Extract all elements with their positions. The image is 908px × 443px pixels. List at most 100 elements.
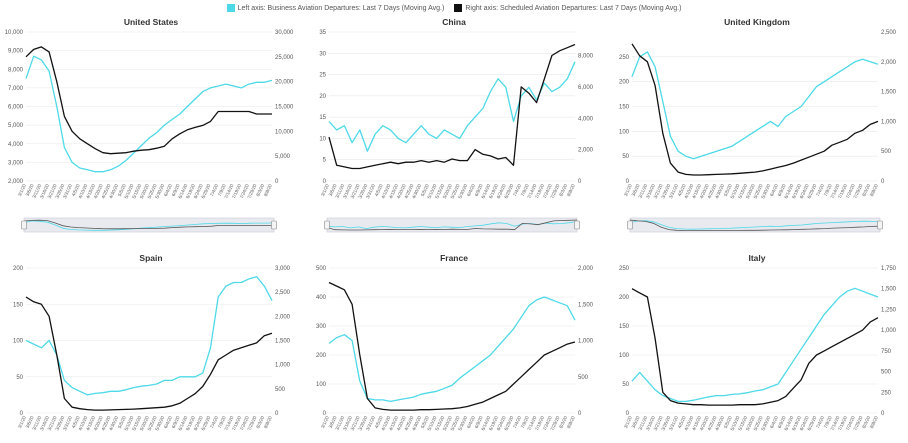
series-line-business[interactable] [328,61,576,152]
x-tick-label: 4/20/20 [396,415,407,431]
series-line-business[interactable] [631,51,879,160]
x-tick-label: 6/4/20 [163,183,173,197]
navigator-handle-left[interactable] [627,220,633,230]
series-line-scheduled[interactable] [631,43,879,176]
navigator-series-scheduled [326,219,578,231]
x-tick-label: 3/6/20 [328,415,338,429]
x-tick-label: 6/14/20 [177,183,188,199]
series-line-scheduled[interactable] [328,43,576,170]
navigator-handle-right[interactable] [574,220,580,230]
navigator-handle-right[interactable] [271,220,277,230]
series-line-business[interactable] [25,276,273,396]
chart-svg-spain[interactable]: Spain 0 50 100 150 200 0 500 1,000 1,500 2,000 2,50… [0,250,302,443]
x-tick-label: 3/1/20 [17,415,27,429]
x-tick-label: 4/5/20 [677,183,687,197]
legend-item-scheduled[interactable]: Right axis: Scheduled Aviation Departure… [454,4,681,12]
x-tick-label: 5/10/20 [124,183,135,199]
x-tick-label: 4/10/20 [683,415,694,431]
x-tick-label: 5/20/20 [745,183,756,199]
range-navigator[interactable] [21,217,277,233]
x-tick-label: 6/24/20 [193,415,204,431]
y-left-tick-label: 250 [619,266,630,272]
x-tick-label: 3/16/20 [39,415,50,431]
x-tick-label: 5/10/20 [427,183,438,199]
y-left-tick-label: 100 [13,339,24,345]
x-tick-label: 8/8/20 [869,415,879,429]
x-tick-label: 5/25/20 [450,415,461,431]
navigator-handle-left[interactable] [21,220,27,230]
x-tick-label: 3/11/20 [334,415,345,431]
x-tick-label: 6/14/20 [177,415,188,431]
x-tick-label: 5/15/20 [434,415,445,431]
y-left-tick-label: 50 [16,375,23,381]
x-tick-label: 5/30/20 [154,183,165,199]
x-tick-label: 3/21/20 [47,415,58,431]
y-left-tick-label: 100 [619,129,630,135]
x-tick-label: 6/24/20 [496,415,507,431]
x-tick-label: 6/9/20 [777,415,787,429]
chart-svg-china[interactable]: China 0 5 10 15 20 25 30 35 0 2,000 4,000 6,000 8,000… [303,14,605,239]
x-tick-label: 4/20/20 [699,183,710,199]
series-line-scheduled[interactable] [631,288,879,406]
x-tick-label: 3/31/20 [365,183,376,199]
x-tick-label: 5/5/20 [117,415,127,429]
series-line-scheduled[interactable] [25,296,273,411]
navigator-handle-right[interactable] [877,220,883,230]
x-tick-label: 5/25/20 [450,183,461,199]
x-tick-label: 4/10/20 [77,183,88,199]
navigator-handle-left[interactable] [324,220,330,230]
x-tick-label: 4/5/20 [374,183,384,197]
y-left-tick-label: 0 [626,179,630,185]
x-tick-label: 4/5/20 [71,183,81,197]
series-line-business[interactable] [25,55,273,173]
x-tick-label: 6/24/20 [799,183,810,199]
y-right-tick-label: 1,500 [881,90,897,96]
y-right-tick-label: 1,000 [578,339,594,345]
range-navigator[interactable] [627,217,883,233]
x-tick-label: 4/10/20 [77,415,88,431]
y-right-tick-label: 1,000 [881,328,897,334]
series-line-business[interactable] [328,296,576,403]
y-right-tick-label: 1,000 [881,119,897,125]
y-left-tick-label: 100 [619,353,630,359]
y-left-tick-label: 2,000 [8,179,24,185]
x-tick-label: 7/14/20 [829,415,840,431]
y-right-tick-label: 6,000 [578,85,594,91]
series-line-scheduled[interactable] [25,46,272,155]
x-tick-label: 6/9/20 [474,183,484,197]
chart-svg-italy[interactable]: Italy 0 50 100 150 200 250 0 250 500 750 1,000 1,250… [606,250,908,443]
x-tick-label: 4/15/20 [691,183,702,199]
chart-svg-united-kingdom[interactable]: United Kingdom 0 50 100 150 200 250 0 500 1,000 1,… [606,14,908,239]
legend-label-business: Left axis: Business Aviation Departures:… [237,4,445,12]
chart-svg-france[interactable]: France 0 100 200 300 400 500 0 500 1,000 1,500 2,00… [303,250,605,443]
x-tick-label: 6/24/20 [799,415,810,431]
y-left-tick-label: 100 [316,382,327,388]
y-left-tick-label: 150 [619,324,630,330]
x-tick-label: 3/16/20 [645,183,656,199]
y-left-tick-label: 200 [619,80,630,86]
series-line-business[interactable] [631,287,879,403]
x-tick-label: 3/6/20 [328,183,338,197]
x-tick-label: 5/10/20 [124,415,135,431]
x-tick-label: 7/4/20 [512,415,522,429]
navigator-track[interactable] [629,217,881,233]
series-line-scheduled[interactable] [328,281,576,411]
x-tick-label: 7/4/20 [209,183,219,197]
x-tick-label: 3/11/20 [31,183,42,199]
x-tick-label: 3/16/20 [39,183,50,199]
x-tick-label: 5/10/20 [427,415,438,431]
x-tick-label: 7/19/20 [837,415,848,431]
chart-svg-united-states[interactable]: United States 2,000 3,000 4,000 5,000 6,000 7,… [0,14,302,239]
y-right-tick-label: 2,500 [881,30,897,36]
x-tick-label: 4/10/20 [380,415,391,431]
y-left-tick-label: 4,000 [8,142,24,148]
y-right-tick-label: 15,000 [275,105,294,111]
y-right-tick-label: 1,500 [881,287,897,293]
legend-item-business[interactable]: Left axis: Business Aviation Departures:… [226,4,445,12]
range-navigator[interactable] [324,217,580,233]
x-tick-label: 3/1/20 [623,183,633,197]
y-right-tick-label: 20,000 [275,80,294,86]
y-left-tick-label: 200 [316,353,327,359]
y-right-tick-label: 500 [578,375,589,381]
y-left-tick-label: 200 [619,295,630,301]
